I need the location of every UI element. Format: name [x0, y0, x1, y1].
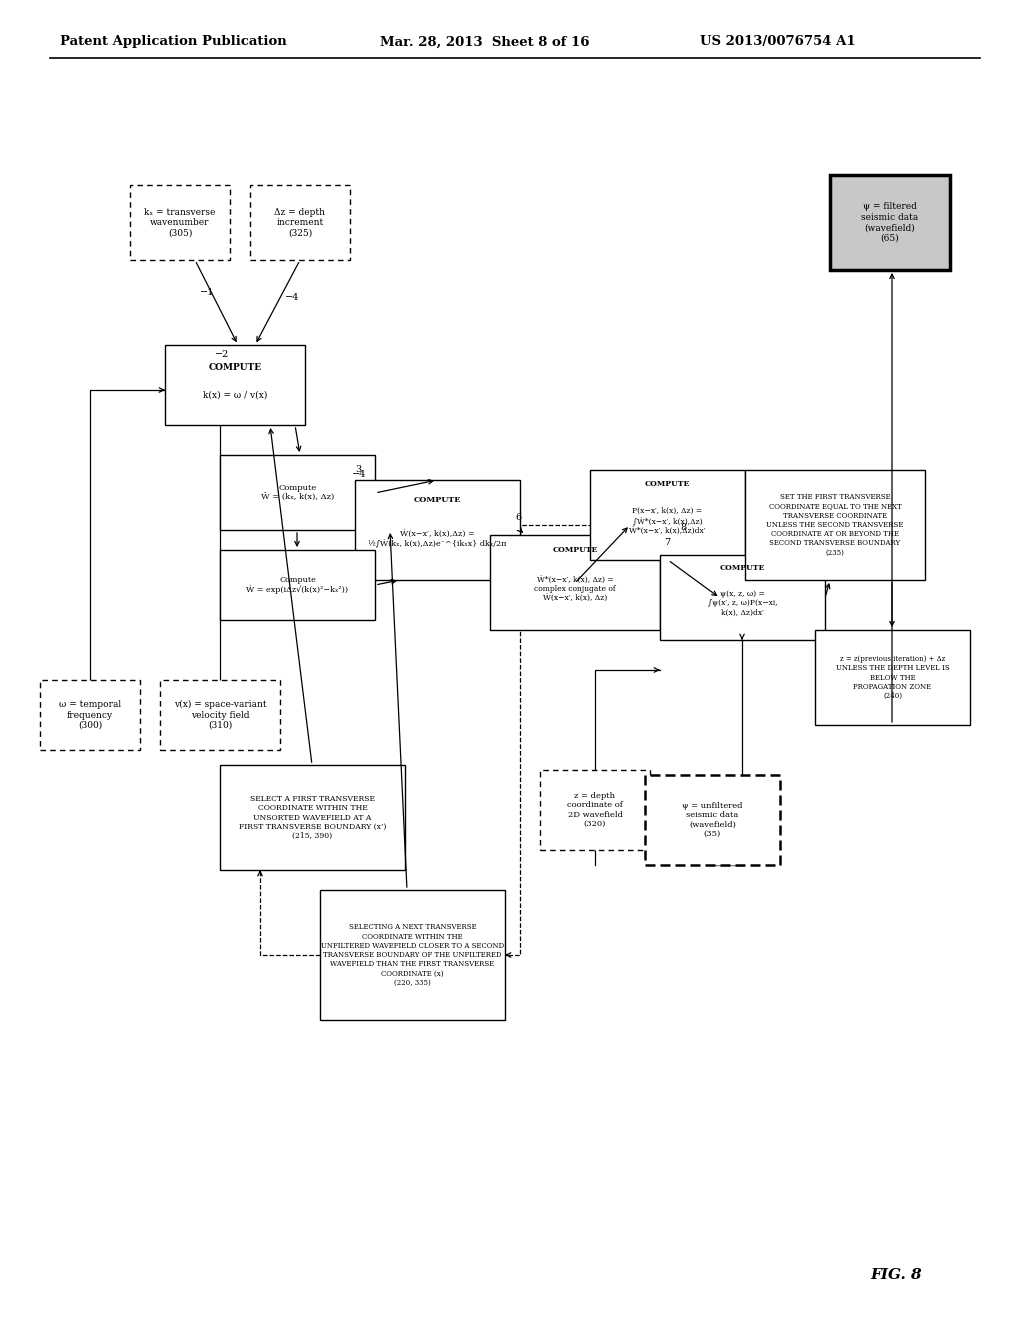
Text: z = z(previous iteration) + Δz
UNLESS THE DEPTH LEVEL IS
BELOW THE
PROPAGATION Z: z = z(previous iteration) + Δz UNLESS TH… — [836, 655, 949, 700]
Bar — [250, 185, 350, 260]
Text: SET THE FIRST TRANSVERSE
COORDINATE EQUAL TO THE NEXT
TRANSVERSE COORDINATE
UNLE: SET THE FIRST TRANSVERSE COORDINATE EQUA… — [766, 494, 904, 557]
Bar — [590, 470, 745, 560]
Text: SELECTING A NEXT TRANSVERSE
COORDINATE WITHIN THE
UNFILTERED WAVEFIELD CLOSER TO: SELECTING A NEXT TRANSVERSE COORDINATE W… — [321, 924, 504, 986]
Bar — [220, 766, 406, 870]
Bar — [490, 535, 660, 630]
Bar — [220, 455, 375, 531]
Bar — [660, 554, 825, 640]
Bar — [815, 630, 970, 725]
Bar — [645, 775, 780, 865]
Text: 7: 7 — [664, 539, 671, 546]
Text: v(x) = space-variant
velocity field
(310): v(x) = space-variant velocity field (310… — [174, 700, 266, 730]
Text: Patent Application Publication: Patent Application Publication — [60, 36, 287, 49]
Text: ω = temporal
frequency
(300): ω = temporal frequency (300) — [59, 700, 121, 730]
Text: COMPUTE: COMPUTE — [552, 545, 598, 554]
Text: 3: 3 — [355, 465, 361, 474]
Text: COMPUTE: COMPUTE — [209, 363, 261, 372]
Text: 8: 8 — [680, 523, 686, 532]
Text: SELECT A FIRST TRANSVERSE
COORDINATE WITHIN THE
UNSORTED WAVEFIELD AT A
FIRST TR: SELECT A FIRST TRANSVERSE COORDINATE WIT… — [239, 795, 386, 840]
Text: Ẃ*(x−x′, k(x), Δz) =
complex conjugate of
Ẃ(x−x′, k(x), Δz): Ẃ*(x−x′, k(x), Δz) = complex conjugate o… — [535, 576, 615, 602]
Text: −4: −4 — [352, 470, 367, 479]
Bar — [160, 680, 280, 750]
Text: P(x−x′, k(x), Δz) =
∫Ẃ*(x−x′, k(x),Δz)
Ẃ*(x−x′, k(x),Δz)dx′: P(x−x′, k(x), Δz) = ∫Ẃ*(x−x′, k(x),Δz) Ẃ… — [630, 507, 706, 535]
Text: US 2013/0076754 A1: US 2013/0076754 A1 — [700, 36, 856, 49]
Text: kₓ = transverse
wavenumber
(305): kₓ = transverse wavenumber (305) — [144, 207, 216, 238]
Text: Ẃ(x−x′, k(x),Δz) =
½∫Ẃ(kₓ, k(x),Δz)e⁻^{ikₓx} dkₓ/2π: Ẃ(x−x′, k(x),Δz) = ½∫Ẃ(kₓ, k(x),Δz)e⁻^{i… — [369, 529, 507, 548]
Text: COMPUTE: COMPUTE — [645, 480, 690, 488]
Text: Mar. 28, 2013  Sheet 8 of 16: Mar. 28, 2013 Sheet 8 of 16 — [380, 36, 590, 49]
Bar — [745, 470, 925, 579]
Text: z = depth
coordinate of
2D wavefield
(320): z = depth coordinate of 2D wavefield (32… — [567, 792, 623, 828]
Text: Δz = depth
increment
(325): Δz = depth increment (325) — [274, 207, 326, 238]
Bar — [319, 890, 505, 1020]
Text: Compute
Ẃ = exp(iΔz√(k(x)²−kₓ²)): Compute Ẃ = exp(iΔz√(k(x)²−kₓ²)) — [247, 576, 348, 594]
Text: −4: −4 — [285, 293, 299, 302]
Bar — [830, 176, 950, 271]
Text: COMPUTE: COMPUTE — [414, 496, 461, 504]
Text: ψ = filtered
seismic data
(wavefield)
(65): ψ = filtered seismic data (wavefield) (6… — [861, 202, 919, 243]
Text: ψ = unfiltered
seismic data
(wavefield)
(35): ψ = unfiltered seismic data (wavefield) … — [682, 803, 742, 838]
Bar — [355, 480, 520, 579]
Text: ψ(x, z, ω) =
∫ψ(x′, z, ω)P(x−xi,
k(x), Δz)dx′: ψ(x, z, ω) = ∫ψ(x′, z, ω)P(x−xi, k(x), Δ… — [708, 590, 777, 616]
Text: Compute
Ŵ = (kₓ, k(x), Δz): Compute Ŵ = (kₓ, k(x), Δz) — [261, 484, 334, 502]
Text: COMPUTE: COMPUTE — [720, 564, 765, 573]
Text: 6: 6 — [515, 513, 521, 521]
Bar — [40, 680, 140, 750]
Text: −2: −2 — [215, 350, 229, 359]
Text: FIG. 8: FIG. 8 — [870, 1269, 922, 1282]
Bar — [540, 770, 650, 850]
Bar — [130, 185, 230, 260]
Text: k(x) = ω / v(x): k(x) = ω / v(x) — [203, 391, 267, 399]
Bar — [220, 550, 375, 620]
Bar — [165, 345, 305, 425]
Text: −1: −1 — [200, 288, 214, 297]
